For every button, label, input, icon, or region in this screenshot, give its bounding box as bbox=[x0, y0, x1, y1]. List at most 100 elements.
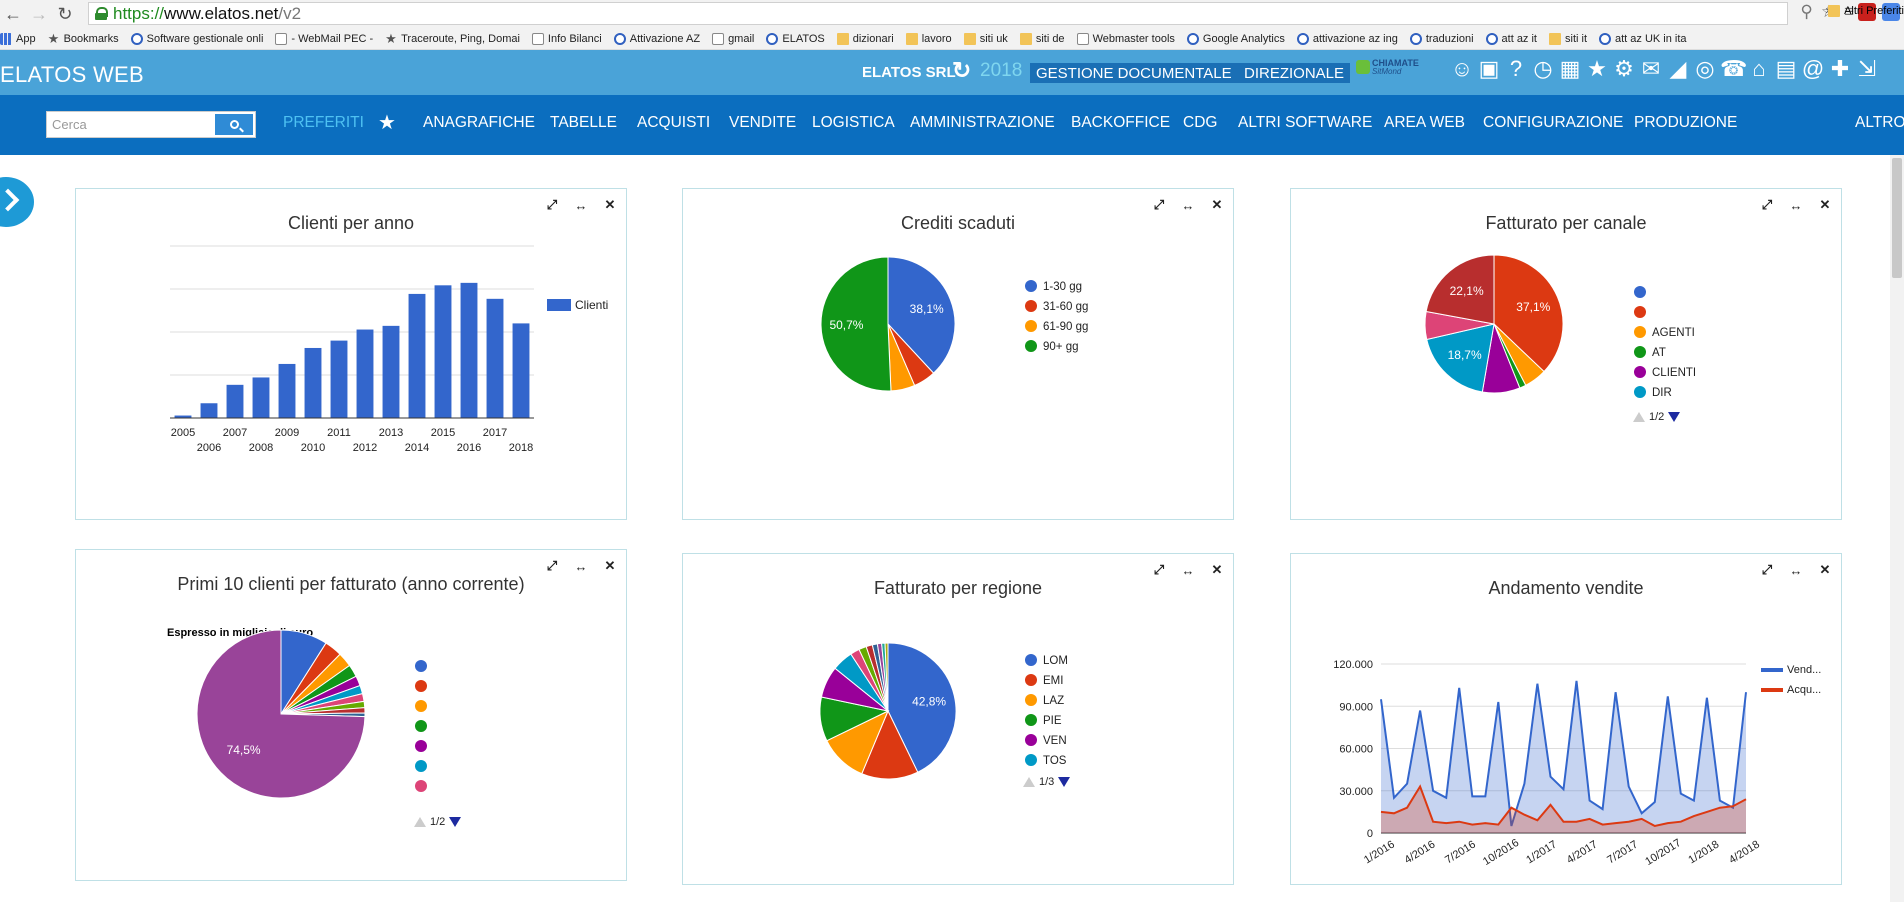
folder-open-icon[interactable]: ▤ bbox=[1775, 56, 1797, 81]
company-name: ELATOS SRL bbox=[862, 64, 956, 81]
close-icon[interactable]: ✕ bbox=[604, 558, 616, 573]
pager-down-icon[interactable] bbox=[1058, 777, 1071, 787]
expand-icon[interactable]: ⤢ bbox=[546, 197, 558, 212]
users-icon[interactable]: ☺ bbox=[1450, 56, 1474, 81]
scrollbar-thumb[interactable] bbox=[1892, 158, 1902, 278]
extensions bbox=[1858, 3, 1900, 21]
chiamate-logo[interactable]: CHIAMATE SitMond bbox=[1356, 58, 1428, 76]
expand-icon[interactable]: ⤢ bbox=[1761, 197, 1773, 212]
expand-icon[interactable]: ⤢ bbox=[1153, 562, 1165, 577]
bookmark-item[interactable]: Software gestionale onli bbox=[130, 32, 263, 45]
nav-item-backoffice[interactable]: BACKOFFICE bbox=[1071, 114, 1171, 131]
calendar-icon[interactable]: ▦ bbox=[1559, 56, 1581, 81]
mail-icon[interactable]: ✉ bbox=[1641, 56, 1661, 81]
direzionale-button[interactable]: DIREZIONALE bbox=[1238, 63, 1351, 83]
pager-up-icon[interactable] bbox=[1633, 412, 1645, 422]
pager-up-icon[interactable] bbox=[1023, 777, 1035, 787]
home-icon[interactable]: ⌂ bbox=[1752, 56, 1766, 81]
bookmark-item[interactable]: Webmaster tools bbox=[1076, 32, 1175, 45]
other-bookmarks[interactable]: Altri Preferiti bbox=[1828, 0, 1904, 22]
bookmark-item[interactable]: siti de bbox=[1019, 32, 1065, 45]
bookmark-item[interactable]: App bbox=[0, 32, 36, 45]
gears-icon[interactable]: ⚙ bbox=[1614, 56, 1634, 81]
pager-up-icon[interactable] bbox=[414, 817, 426, 827]
bookmark-item[interactable]: lavoro bbox=[905, 32, 952, 45]
pager-down-icon[interactable] bbox=[449, 817, 462, 827]
expand-icon[interactable]: ⤢ bbox=[1153, 197, 1165, 212]
bookmark-item[interactable]: siti uk bbox=[963, 32, 1008, 45]
resize-horizontal-icon[interactable]: ↔ bbox=[1789, 197, 1803, 213]
chart-icon[interactable]: ◢ bbox=[1669, 56, 1687, 81]
close-icon[interactable]: ✕ bbox=[1819, 197, 1831, 212]
nav-item-amministrazione[interactable]: AMMINISTRAZIONE bbox=[910, 114, 1055, 131]
bookmark-item[interactable]: dizionari bbox=[836, 32, 894, 45]
expand-icon[interactable]: ⤢ bbox=[546, 558, 558, 573]
address-bar[interactable]: https:// www.elatos.net /v2 bbox=[88, 2, 1788, 25]
bookmark-item[interactable]: siti it bbox=[1549, 32, 1587, 45]
bookmark-item[interactable]: gmail bbox=[712, 32, 754, 45]
clock-icon[interactable]: ◷ bbox=[1533, 56, 1553, 81]
extension-red-icon[interactable] bbox=[1858, 3, 1876, 21]
close-icon[interactable]: ✕ bbox=[604, 197, 616, 212]
resize-horizontal-icon[interactable]: ↔ bbox=[1789, 562, 1803, 578]
app-title[interactable]: ELATOS WEB bbox=[0, 62, 145, 87]
phone-icon[interactable]: ☎ bbox=[1720, 56, 1748, 81]
refresh-icon[interactable]: ↻ bbox=[952, 57, 972, 83]
legend-label: AGENTI bbox=[1652, 327, 1695, 339]
year-label[interactable]: 2018 bbox=[980, 60, 1023, 81]
help-icon[interactable]: ? bbox=[1509, 56, 1523, 81]
close-icon[interactable]: ✕ bbox=[1819, 562, 1831, 577]
resize-horizontal-icon[interactable]: ↔ bbox=[574, 197, 588, 213]
at-icon[interactable]: @ bbox=[1801, 56, 1825, 81]
sidebar-toggle-button[interactable] bbox=[0, 177, 34, 227]
nav-item-vendite[interactable]: VENDITE bbox=[729, 114, 797, 131]
resize-horizontal-icon[interactable]: ↔ bbox=[1181, 197, 1195, 213]
favorites-star-icon[interactable]: ★ bbox=[378, 112, 396, 134]
bookmark-item[interactable]: att az UK in ita bbox=[1599, 32, 1687, 45]
nav-item-configurazione[interactable]: CONFIGURAZIONE bbox=[1483, 114, 1624, 131]
nav-item-area-web[interactable]: AREA WEB bbox=[1384, 114, 1465, 131]
bookmark-item[interactable]: ★ Bookmarks bbox=[48, 32, 119, 45]
target-icon[interactable]: ◎ bbox=[1695, 56, 1715, 81]
expand-icon[interactable]: ⤢ bbox=[1761, 562, 1773, 577]
bookmark-item[interactable]: Attivazione AZ bbox=[613, 32, 700, 45]
nav-item-anagrafiche[interactable]: ANAGRAFICHE bbox=[423, 114, 535, 131]
resize-horizontal-icon[interactable]: ↔ bbox=[574, 558, 588, 574]
nav-item-altro[interactable]: ALTRO bbox=[1855, 114, 1904, 131]
menu-icon[interactable]: ≡ bbox=[1844, 2, 1854, 21]
logout-icon[interactable]: ⇲ bbox=[1857, 56, 1877, 81]
forward-arrow-icon[interactable]: → bbox=[30, 3, 48, 24]
close-icon[interactable]: ✕ bbox=[1211, 197, 1223, 212]
bookmark-item[interactable]: att az it bbox=[1485, 32, 1537, 45]
search-button[interactable] bbox=[215, 114, 253, 135]
legend-label: LAZ bbox=[1043, 695, 1064, 707]
back-arrow-icon[interactable]: ← bbox=[4, 3, 22, 24]
bookmark-item[interactable]: ELATOS bbox=[766, 32, 825, 45]
bookmark-item[interactable]: attivazione az ing bbox=[1296, 32, 1398, 45]
bookmark-item[interactable]: Info Bilanci bbox=[531, 32, 602, 45]
bookmark-item[interactable]: ★ Traceroute, Ping, Domai bbox=[385, 32, 520, 45]
nav-item-preferiti[interactable]: PREFERITI bbox=[283, 114, 364, 131]
extension-translate-icon[interactable] bbox=[1882, 3, 1900, 21]
nav-item-produzione[interactable]: PRODUZIONE bbox=[1634, 114, 1738, 131]
zoom-icon[interactable]: ⚲ bbox=[1800, 2, 1813, 21]
page-scrollbar[interactable] bbox=[1890, 155, 1904, 902]
nav-item-cdg[interactable]: CDG bbox=[1183, 114, 1218, 131]
nav-item-tabelle[interactable]: TABELLE bbox=[550, 114, 617, 131]
bookmark-item[interactable]: - WebMail PEC - bbox=[275, 32, 373, 45]
nav-item-altri-software[interactable]: ALTRI SOFTWARE bbox=[1238, 114, 1373, 131]
star-icon[interactable]: ★ bbox=[1587, 56, 1607, 81]
bookmark-item[interactable]: Google Analytics bbox=[1186, 32, 1285, 45]
nav-item-logistica[interactable]: LOGISTICA bbox=[812, 114, 895, 131]
search-input[interactable] bbox=[48, 113, 214, 136]
resize-horizontal-icon[interactable]: ↔ bbox=[1181, 562, 1195, 578]
close-icon[interactable]: ✕ bbox=[1211, 562, 1223, 577]
lock-icon[interactable]: ▣ bbox=[1478, 56, 1500, 81]
nav-item-acquisti[interactable]: ACQUISTI bbox=[637, 114, 711, 131]
bookmark-item[interactable]: traduzioni bbox=[1409, 32, 1474, 45]
plus-icon[interactable]: ✚ bbox=[1830, 56, 1850, 81]
pager-down-icon[interactable] bbox=[1668, 412, 1681, 422]
url-scheme: https:// bbox=[113, 3, 165, 23]
reload-icon[interactable]: ↻ bbox=[57, 3, 73, 24]
gestione-documentale-button[interactable]: GESTIONE DOCUMENTALE bbox=[1030, 63, 1238, 83]
